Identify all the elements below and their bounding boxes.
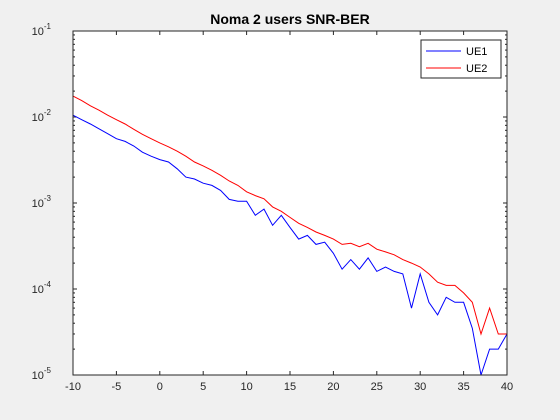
- x-tick-label: 5: [200, 381, 206, 393]
- x-tick-label: 20: [327, 381, 339, 393]
- x-tick-label: 0: [157, 381, 163, 393]
- y-tick-label: 10-4: [32, 280, 52, 296]
- legend-label: UE2: [466, 63, 487, 75]
- plot-area: [73, 31, 507, 375]
- x-tick-label: 30: [414, 381, 426, 393]
- y-tick-label: 10-2: [32, 108, 52, 124]
- x-tick-label: -10: [65, 381, 81, 393]
- series-line-ue1: [72, 114, 508, 376]
- legend-label: UE1: [466, 46, 487, 58]
- x-tick-label: 25: [371, 381, 383, 393]
- y-tick-label: 10-5: [32, 366, 52, 382]
- plot-border: [72, 30, 508, 376]
- legend-box: [420, 39, 502, 79]
- y-tick-label: 10-1: [32, 22, 52, 38]
- x-tick-label: 35: [457, 381, 469, 393]
- x-tick-label: 40: [501, 381, 513, 393]
- x-tick-label: 15: [284, 381, 296, 393]
- x-tick-label: 10: [240, 381, 252, 393]
- series-line-ue2: [72, 95, 507, 336]
- x-tick-label: -5: [112, 381, 122, 393]
- series-lines: [72, 95, 508, 376]
- x-axis-ticks: -10 -5 0 5 10 15 20 25 30 35 40: [65, 31, 513, 393]
- chart-title: Noma 2 users SNR-BER: [210, 11, 370, 27]
- y-tick-label: 10-3: [32, 194, 52, 210]
